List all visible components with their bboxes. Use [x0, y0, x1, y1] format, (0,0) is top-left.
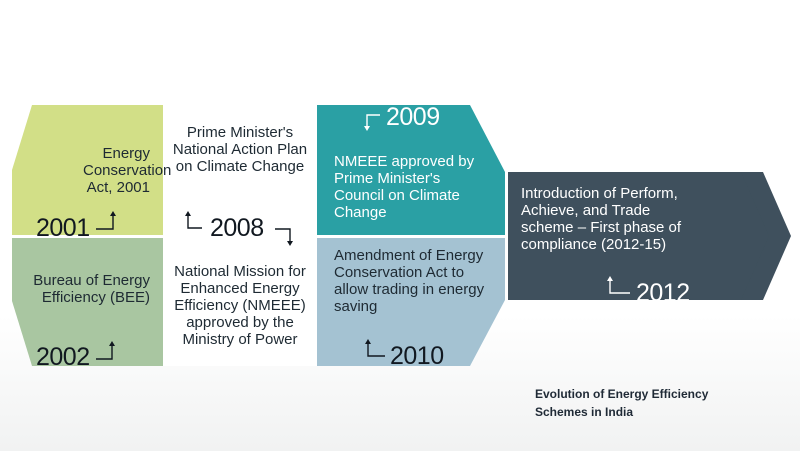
block-2002-text: Bureau of Energy Efficiency (BEE) [33, 272, 150, 306]
block-2001-year: 2001 [36, 214, 90, 242]
arrow-up-icon [609, 279, 630, 294]
block-2010-year: 2010 [390, 342, 444, 370]
arrow-up-icon [187, 214, 202, 229]
block-2009-text: NMEEE approved by Prime Minister's Counc… [334, 153, 475, 221]
block-2002-year: 2002 [36, 343, 90, 371]
block-2001-shape [12, 105, 163, 235]
block-2010-text: Amendment of Energy Conservation Act to … [334, 247, 485, 315]
block-2008-year: 2008 [210, 214, 264, 242]
diagram-caption: Evolution of Energy Efficiency Schemes i… [535, 387, 709, 419]
block-2012-year: 2012 [636, 279, 690, 307]
block-2008-top-text: Prime Minister's National Action Plan on… [172, 124, 308, 175]
arrow-up-icon [96, 344, 113, 360]
block-2001-text: Energy Conservation Act, 2001 [83, 145, 172, 196]
arrowheads [109, 126, 613, 346]
block-2012-text: Introduction of Perform, Achieve, and Tr… [521, 185, 682, 253]
block-2009-shape [317, 105, 505, 235]
block-2002-shape [12, 238, 163, 366]
arrow-icons [96, 114, 630, 360]
chevron-shape [741, 172, 791, 300]
block-2008-bottom-text: National Mission for Enhanced Energy Eff… [174, 263, 306, 348]
arrow-up-icon [367, 342, 385, 357]
arrow-down-icon [275, 228, 291, 243]
block-2008-shape [163, 105, 317, 366]
arrow-up-icon [96, 214, 114, 230]
block-2010-shape [317, 238, 505, 366]
arrow-down-icon [366, 114, 380, 128]
block-2009-year: 2009 [386, 103, 440, 131]
block-2012-shape [508, 172, 777, 300]
